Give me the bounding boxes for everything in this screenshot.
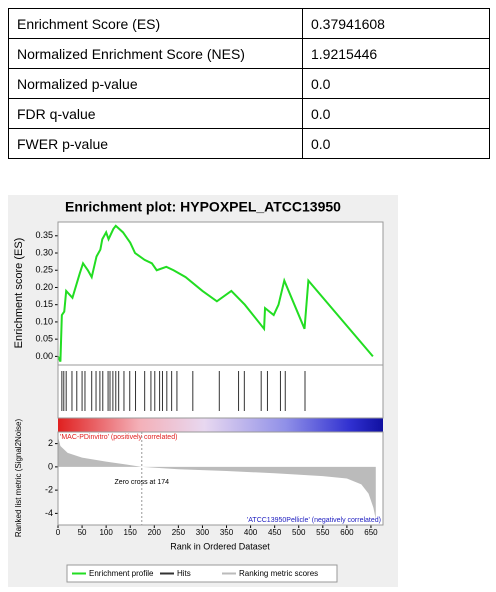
x-tick-label: 400: [244, 528, 258, 537]
x-tick-label: 0: [56, 528, 61, 537]
table-cell: 0.37941608: [302, 8, 490, 39]
chart-title: Enrichment plot: HYPOXPEL_ATCC13950: [65, 199, 341, 215]
y-tick-label: 0.35: [35, 230, 53, 240]
table-row: Enrichment Score (ES) 0.37941608: [8, 8, 490, 39]
x-tick-label: 100: [99, 528, 113, 537]
y-tick-label: 0.30: [35, 247, 53, 257]
x-tick-label: 450: [268, 528, 282, 537]
y-tick-label: 0.15: [35, 299, 53, 309]
table-cell: Normalized p-value: [8, 68, 303, 99]
x-tick-label: 150: [124, 528, 138, 537]
legend-label: Ranking metric scores: [239, 569, 318, 578]
legend-label: Hits: [177, 569, 191, 578]
legend-label: Enrichment profile: [89, 569, 154, 578]
table-row: FWER p-value 0.0: [8, 128, 490, 159]
y-tick-label: 0.25: [35, 265, 53, 275]
table-cell: 0.0: [302, 98, 490, 129]
y-tick-label: 0.05: [35, 334, 53, 344]
y-tick-label: -2: [45, 485, 53, 495]
x-tick-label: 550: [316, 528, 330, 537]
chart: Enrichment plot: HYPOXPEL_ATCC13950 Rank…: [8, 195, 398, 587]
y-tick-label: 0.00: [35, 351, 53, 361]
table-cell: 0.0: [302, 68, 490, 99]
es-line: [57, 224, 374, 362]
x-tick-label: 350: [220, 528, 234, 537]
legend-box: [66, 564, 338, 583]
y-axis-label: Ranked list metric (Signal2Noise): [14, 419, 23, 538]
positive-label: 'MAC-PDinvitro' (positively correlated): [60, 434, 177, 441]
heatmap: [58, 418, 383, 432]
x-tick-label: 250: [172, 528, 186, 537]
panel-frame: [57, 431, 384, 526]
x-tick-label: 600: [340, 528, 354, 537]
zero-cross-label: Zero cross at 174: [115, 479, 170, 486]
plot-area: [58, 222, 383, 525]
table-row: Normalized p-value 0.0: [8, 68, 490, 99]
y-tick-label: -4: [45, 508, 53, 518]
table-cell: Enrichment Score (ES): [8, 8, 303, 39]
x-axis-label: Rank in Ordered Dataset: [170, 541, 270, 551]
x-tick-label: 650: [364, 528, 378, 537]
table-cell: FDR q-value: [8, 98, 303, 129]
x-tick-label: 300: [196, 528, 210, 537]
table-cell: Normalized Enrichment Score (NES): [8, 38, 303, 69]
table-cell: 0.0: [302, 128, 490, 159]
table-cell: FWER p-value: [8, 128, 303, 159]
table-row: FDR q-value 0.0: [8, 98, 490, 129]
y-tick-label: 0.10: [35, 316, 53, 326]
x-tick-label: 200: [148, 528, 162, 537]
y-tick-label: 2: [48, 438, 53, 448]
stats-table: Enrichment Score (ES) 0.37941608 Normalize…: [8, 8, 490, 159]
x-tick-label: 50: [78, 528, 87, 537]
table-cell: 1.9215446: [302, 38, 490, 69]
y-axis-label: Enrichment score (ES): [13, 238, 25, 349]
panel-frame: [57, 364, 384, 419]
negative-label: 'ATCC13950Pellicle' (negatively correlat…: [247, 517, 381, 524]
x-tick-label: 500: [292, 528, 306, 537]
y-tick-label: 0: [48, 461, 53, 471]
table-row: Normalized Enrichment Score (NES) 1.92154…: [8, 38, 490, 69]
y-tick-label: 0.20: [35, 282, 53, 292]
